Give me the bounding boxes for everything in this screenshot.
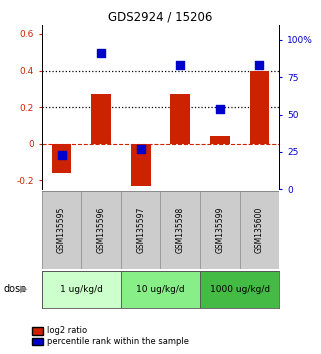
Bar xyxy=(200,271,279,308)
Text: GSM135599: GSM135599 xyxy=(215,207,224,253)
Bar xyxy=(91,94,111,144)
Point xyxy=(217,106,222,112)
Text: GSM135597: GSM135597 xyxy=(136,207,145,253)
Bar xyxy=(210,136,230,144)
Text: ▶: ▶ xyxy=(20,284,28,293)
Text: GSM135595: GSM135595 xyxy=(57,207,66,253)
Point xyxy=(99,50,104,56)
Point xyxy=(257,62,262,68)
Point xyxy=(138,146,143,152)
Text: 10 ug/kg/d: 10 ug/kg/d xyxy=(136,285,185,294)
Point xyxy=(59,152,64,158)
Text: 1000 ug/kg/d: 1000 ug/kg/d xyxy=(210,285,270,294)
Text: GSM135596: GSM135596 xyxy=(97,207,106,253)
Text: GSM135600: GSM135600 xyxy=(255,207,264,253)
Text: GSM135598: GSM135598 xyxy=(176,207,185,253)
Bar xyxy=(121,271,200,308)
Point xyxy=(178,62,183,68)
Text: log2 ratio: log2 ratio xyxy=(47,326,87,336)
Title: GDS2924 / 15206: GDS2924 / 15206 xyxy=(108,11,213,24)
Bar xyxy=(131,144,151,186)
Bar xyxy=(249,70,269,144)
Bar xyxy=(170,94,190,144)
Text: percentile rank within the sample: percentile rank within the sample xyxy=(47,337,188,346)
Bar xyxy=(42,271,121,308)
Text: dose: dose xyxy=(3,284,26,293)
Bar xyxy=(52,144,71,173)
Text: 1 ug/kg/d: 1 ug/kg/d xyxy=(60,285,103,294)
